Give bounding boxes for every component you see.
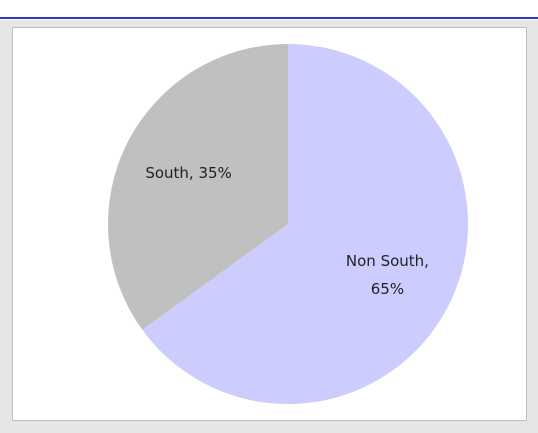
- data-label: Non South, 65%: [345, 251, 429, 298]
- pie-slice: [142, 44, 469, 404]
- data-label: South, 35%: [145, 164, 232, 183]
- pie-slice: [108, 44, 288, 330]
